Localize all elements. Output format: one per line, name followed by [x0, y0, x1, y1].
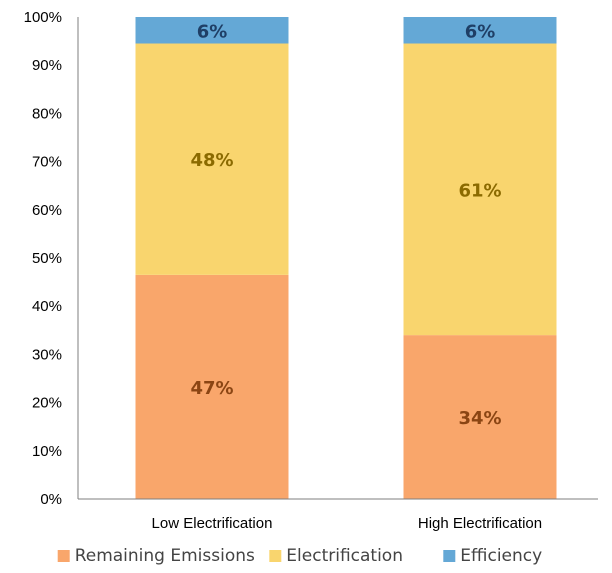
legend-swatch — [443, 550, 456, 562]
legend: Remaining Emissions Electrification Effici… — [57, 546, 542, 566]
bar-segment — [135, 17, 289, 44]
bars: 47% 48% 6% 34% 61% 6% — [135, 17, 557, 499]
y-tick-label: 10% — [32, 443, 62, 460]
y-tick-label: 30% — [32, 346, 62, 363]
y-tick-label: 80% — [32, 105, 62, 122]
bar-segment — [135, 43, 289, 275]
data-label: 6% — [197, 21, 228, 42]
y-tick-label: 100% — [24, 9, 62, 26]
y-tick-label: 40% — [32, 298, 62, 315]
bar-segment — [403, 335, 557, 499]
y-tick-label: 20% — [32, 395, 62, 412]
y-tick-label: 0% — [40, 491, 62, 508]
data-label: 6% — [465, 21, 496, 42]
data-label: 34% — [458, 408, 501, 429]
x-category-label: Low Electrification — [152, 515, 273, 532]
y-axis: 0% 10% 20% 30% 40% 50% 60% 70% 80% 90% 100% — [24, 9, 79, 508]
legend-label: Electrification — [286, 546, 403, 566]
data-label: 48% — [190, 150, 233, 171]
legend-label: Remaining Emissions — [75, 546, 255, 566]
x-category-label: High Electrification — [418, 515, 542, 532]
bar-segment — [403, 17, 557, 44]
x-axis: Low Electrification High Electrification — [78, 498, 598, 532]
legend-swatch — [57, 550, 70, 562]
legend-swatch — [269, 550, 282, 562]
data-label: 61% — [458, 180, 501, 201]
bar-segment — [403, 43, 557, 336]
y-tick-label: 70% — [32, 154, 62, 171]
y-tick-label: 50% — [32, 250, 62, 267]
bar-segment — [135, 274, 289, 499]
data-label: 47% — [190, 378, 233, 399]
y-tick-label: 60% — [32, 202, 62, 219]
legend-label: Efficiency — [460, 546, 542, 566]
y-tick-label: 90% — [32, 57, 62, 74]
